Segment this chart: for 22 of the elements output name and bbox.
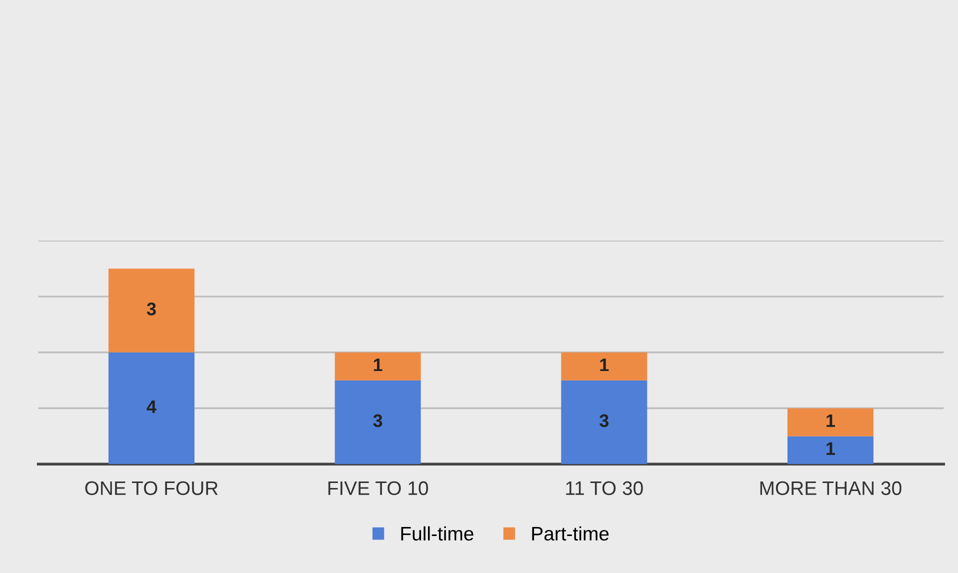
bar	[334, 380, 421, 464]
bar	[108, 268, 194, 352]
bar	[787, 408, 874, 436]
bar	[108, 352, 194, 464]
data-label: 4	[146, 400, 156, 413]
bar	[561, 380, 648, 464]
legend-label: Part-time	[532, 526, 609, 541]
data-label: 1	[826, 442, 835, 455]
legend-label: Full-time	[401, 526, 474, 541]
data-label: 3	[373, 414, 382, 428]
x-tick-label: FIVE TO 10	[328, 481, 428, 496]
data-label: 3	[600, 414, 609, 428]
x-tick-label: ONE TO FOUR	[85, 481, 218, 496]
data-label: 1	[826, 414, 835, 427]
x-tick-label: 11 TO 30	[566, 481, 643, 496]
data-label: 3	[146, 302, 156, 316]
data-label: 1	[600, 358, 609, 372]
bar	[561, 352, 648, 380]
bar	[334, 352, 421, 380]
bar	[787, 436, 874, 464]
data-label: 1	[374, 358, 382, 372]
x-tick-label: MORE THAN 30	[760, 481, 902, 496]
